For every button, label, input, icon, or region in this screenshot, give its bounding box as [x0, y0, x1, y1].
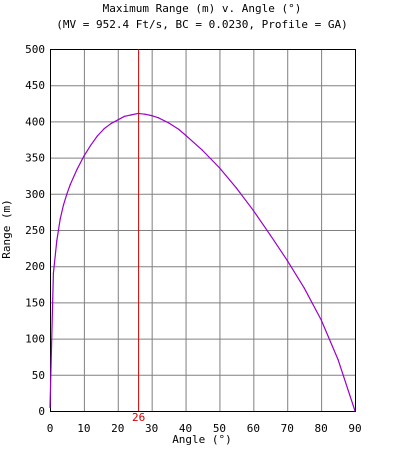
range-curve-point [90, 144, 92, 146]
x-tick-label: 90 [348, 422, 361, 435]
y-axis-label: Range (m) [0, 199, 13, 259]
range-curve-point [178, 128, 180, 130]
plot-area: 26 [49, 49, 356, 424]
range-curve-point [62, 204, 65, 206]
range-curve-point [144, 113, 146, 115]
range-curve-point [201, 149, 204, 151]
range-curve-point [66, 193, 68, 195]
chart-title: Maximum Range (m) v. Angle (°) [103, 2, 302, 15]
y-tick-label: 450 [25, 79, 45, 92]
x-tick-label: 60 [247, 422, 260, 435]
range-curve-point [354, 410, 356, 412]
range-curve-point [218, 167, 221, 169]
y-tick-label: 300 [25, 188, 45, 201]
y-tick-label: 150 [25, 296, 45, 309]
x-tick-label: 20 [111, 422, 124, 435]
range-curve-point [56, 240, 58, 242]
y-tick-label: 200 [25, 260, 45, 273]
y-tick-label: 50 [32, 369, 45, 382]
x-tick-label: 0 [47, 422, 54, 435]
range-curve-point [303, 287, 305, 289]
grid-lines [50, 49, 356, 412]
range-curve-point [286, 259, 288, 262]
range-curve-point [269, 234, 271, 236]
range-curve-point [83, 155, 85, 157]
y-tick-label: 250 [25, 224, 45, 237]
range-curve-point [52, 272, 54, 275]
optimal-angle-marker-label: 26 [132, 411, 145, 424]
plot-border [50, 49, 356, 412]
range-curve-point [103, 128, 105, 130]
y-tick-label: 400 [25, 115, 45, 128]
y-tick-label: 100 [25, 333, 45, 346]
tick-labels: 0 10 20 30 40 50 60 70 80 90 0 50 100 150 200 250 300 350… [25, 43, 362, 435]
range-curve-point [49, 406, 51, 408]
y-tick-label: 350 [25, 152, 45, 165]
range-curve-point [130, 114, 132, 116]
range-curve-point [184, 134, 187, 136]
range-curve-point [110, 122, 112, 125]
x-tick-label: 10 [77, 422, 90, 435]
x-tick-label: 70 [281, 422, 294, 435]
range-curve-point [137, 112, 139, 115]
range-curve-point [117, 119, 119, 121]
x-tick-label: 30 [145, 422, 158, 435]
range-curve-point [76, 168, 78, 170]
chart-subtitle: (MV = 952.4 Ft/s, BC = 0.0230, Profile =… [56, 18, 347, 31]
range-curve-point [168, 122, 170, 124]
x-tick-label: 40 [179, 422, 192, 435]
x-axis-label: Angle (°) [172, 433, 232, 446]
range-curve-point [320, 319, 322, 321]
x-tick-label: 50 [213, 422, 226, 435]
range-curve-point [96, 135, 99, 137]
range-curve-point [123, 115, 126, 117]
range-curve-point [59, 218, 61, 220]
range-curve-point [157, 117, 160, 119]
range-curve-point [235, 187, 237, 189]
y-tick-label: 0 [38, 405, 45, 418]
range-curve-point [69, 183, 71, 185]
x-tick-label: 80 [314, 422, 327, 435]
range-curve-point [151, 115, 153, 117]
y-tick-label: 500 [25, 43, 45, 56]
range-curve-point [337, 359, 339, 361]
range-curve-point [252, 209, 254, 212]
